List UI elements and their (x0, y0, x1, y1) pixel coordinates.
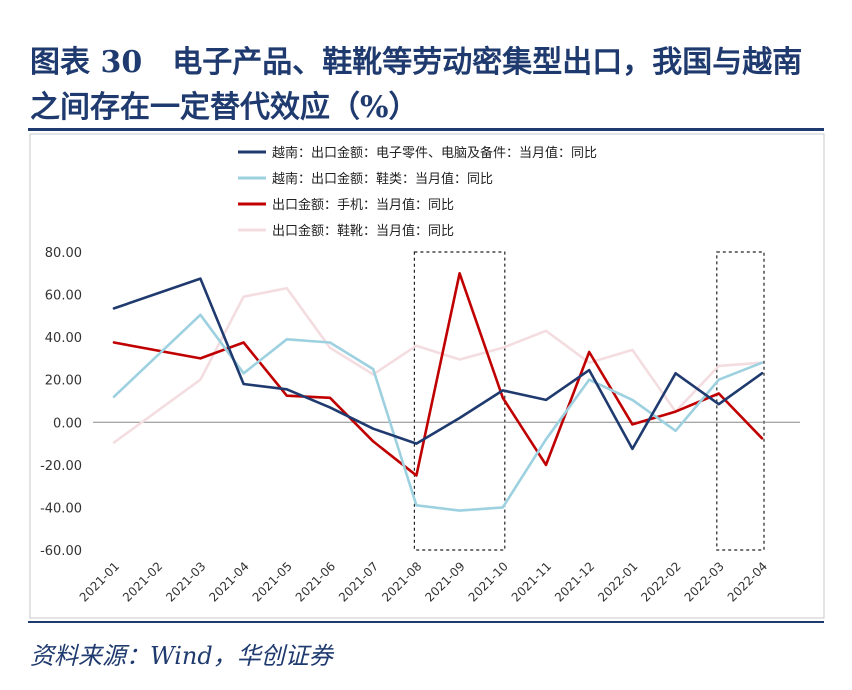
chart-frame (29, 133, 825, 619)
x-tick-label: 2021-03 (163, 559, 208, 604)
x-tick-label: 2021-07 (336, 559, 381, 604)
legend-label: 出口金额：鞋靴：当月值：同比 (272, 223, 454, 239)
series-line (112, 286, 764, 444)
x-axis: 2021-012021-022021-032021-042021-052021-… (77, 421, 800, 605)
y-tick-label: 80.00 (45, 246, 82, 261)
highlight-box (716, 251, 765, 551)
x-tick-label: 2022-02 (638, 559, 683, 604)
legend-label: 出口金额：手机：当月值：同比 (272, 197, 454, 213)
x-tick-label: 2021-05 (250, 559, 295, 604)
y-tick-label: -40.00 (40, 501, 82, 516)
y-tick-label: 40.00 (45, 331, 82, 346)
y-tick-label: 60.00 (45, 289, 82, 304)
x-tick-label: 2021-12 (552, 559, 597, 604)
x-tick-label: 2021-04 (206, 559, 251, 604)
y-tick-label: -60.00 (40, 544, 82, 559)
x-tick-label: 2021-06 (293, 559, 338, 604)
chart-title: 图表 30 电子产品、鞋靴等劳动密集型出口，我国与越南之间存在一定替代效应（%） (30, 45, 803, 125)
y-tick-label: 20.00 (45, 374, 82, 389)
series-line (112, 277, 764, 451)
x-tick-label: 2021-09 (422, 559, 467, 604)
y-tick-label: 0.00 (53, 416, 82, 431)
highlight-box (413, 251, 506, 551)
y-tick-label: -20.00 (40, 459, 82, 474)
title-underline (28, 128, 824, 131)
legend: 越南：出口金额：电子零件、电脑及备件：当月值：同比越南：出口金额：鞋类：当月值：… (238, 145, 597, 239)
y-axis: 80.00 60.00 40.00 20.00 0.00 -20.00 -40.00 -60.… (40, 246, 82, 559)
series-lines (112, 271, 764, 512)
x-tick-label: 2021-02 (120, 559, 165, 604)
x-tick-label: 2021-08 (379, 559, 424, 604)
x-tick-label: 2022-04 (725, 559, 770, 604)
highlight-boxes (413, 251, 765, 551)
x-tick-label: 2021-11 (509, 559, 554, 604)
x-tick-label: 2022-03 (682, 559, 727, 604)
series-line (112, 313, 764, 512)
x-tick-label: 2021-01 (77, 559, 122, 604)
legend-label: 越南：出口金额：鞋类：当月值：同比 (272, 171, 493, 187)
legend-label: 越南：出口金额：电子零件、电脑及备件：当月值：同比 (272, 145, 597, 161)
x-tick-label: 2022-01 (595, 559, 640, 604)
footer-rule (28, 621, 824, 623)
series-line (112, 271, 764, 477)
source-note: 资料来源：Wind，华创证券 (30, 642, 333, 670)
x-tick-label: 2021-10 (466, 559, 511, 604)
